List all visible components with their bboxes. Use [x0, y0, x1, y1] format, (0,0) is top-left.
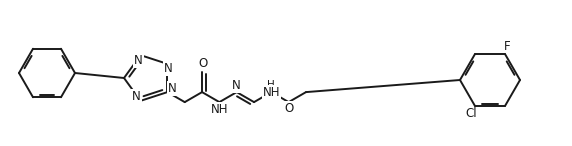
Text: F: F: [504, 40, 510, 53]
Text: Cl: Cl: [465, 107, 477, 120]
Text: N: N: [164, 62, 173, 75]
Text: N: N: [134, 54, 143, 67]
Text: N: N: [132, 90, 141, 103]
Text: NH: NH: [210, 103, 228, 116]
Text: O: O: [284, 102, 293, 115]
Text: H: H: [268, 80, 275, 90]
Text: N: N: [232, 79, 241, 92]
Text: O: O: [198, 57, 208, 70]
Text: NH: NH: [263, 86, 280, 99]
Text: N: N: [168, 82, 177, 95]
